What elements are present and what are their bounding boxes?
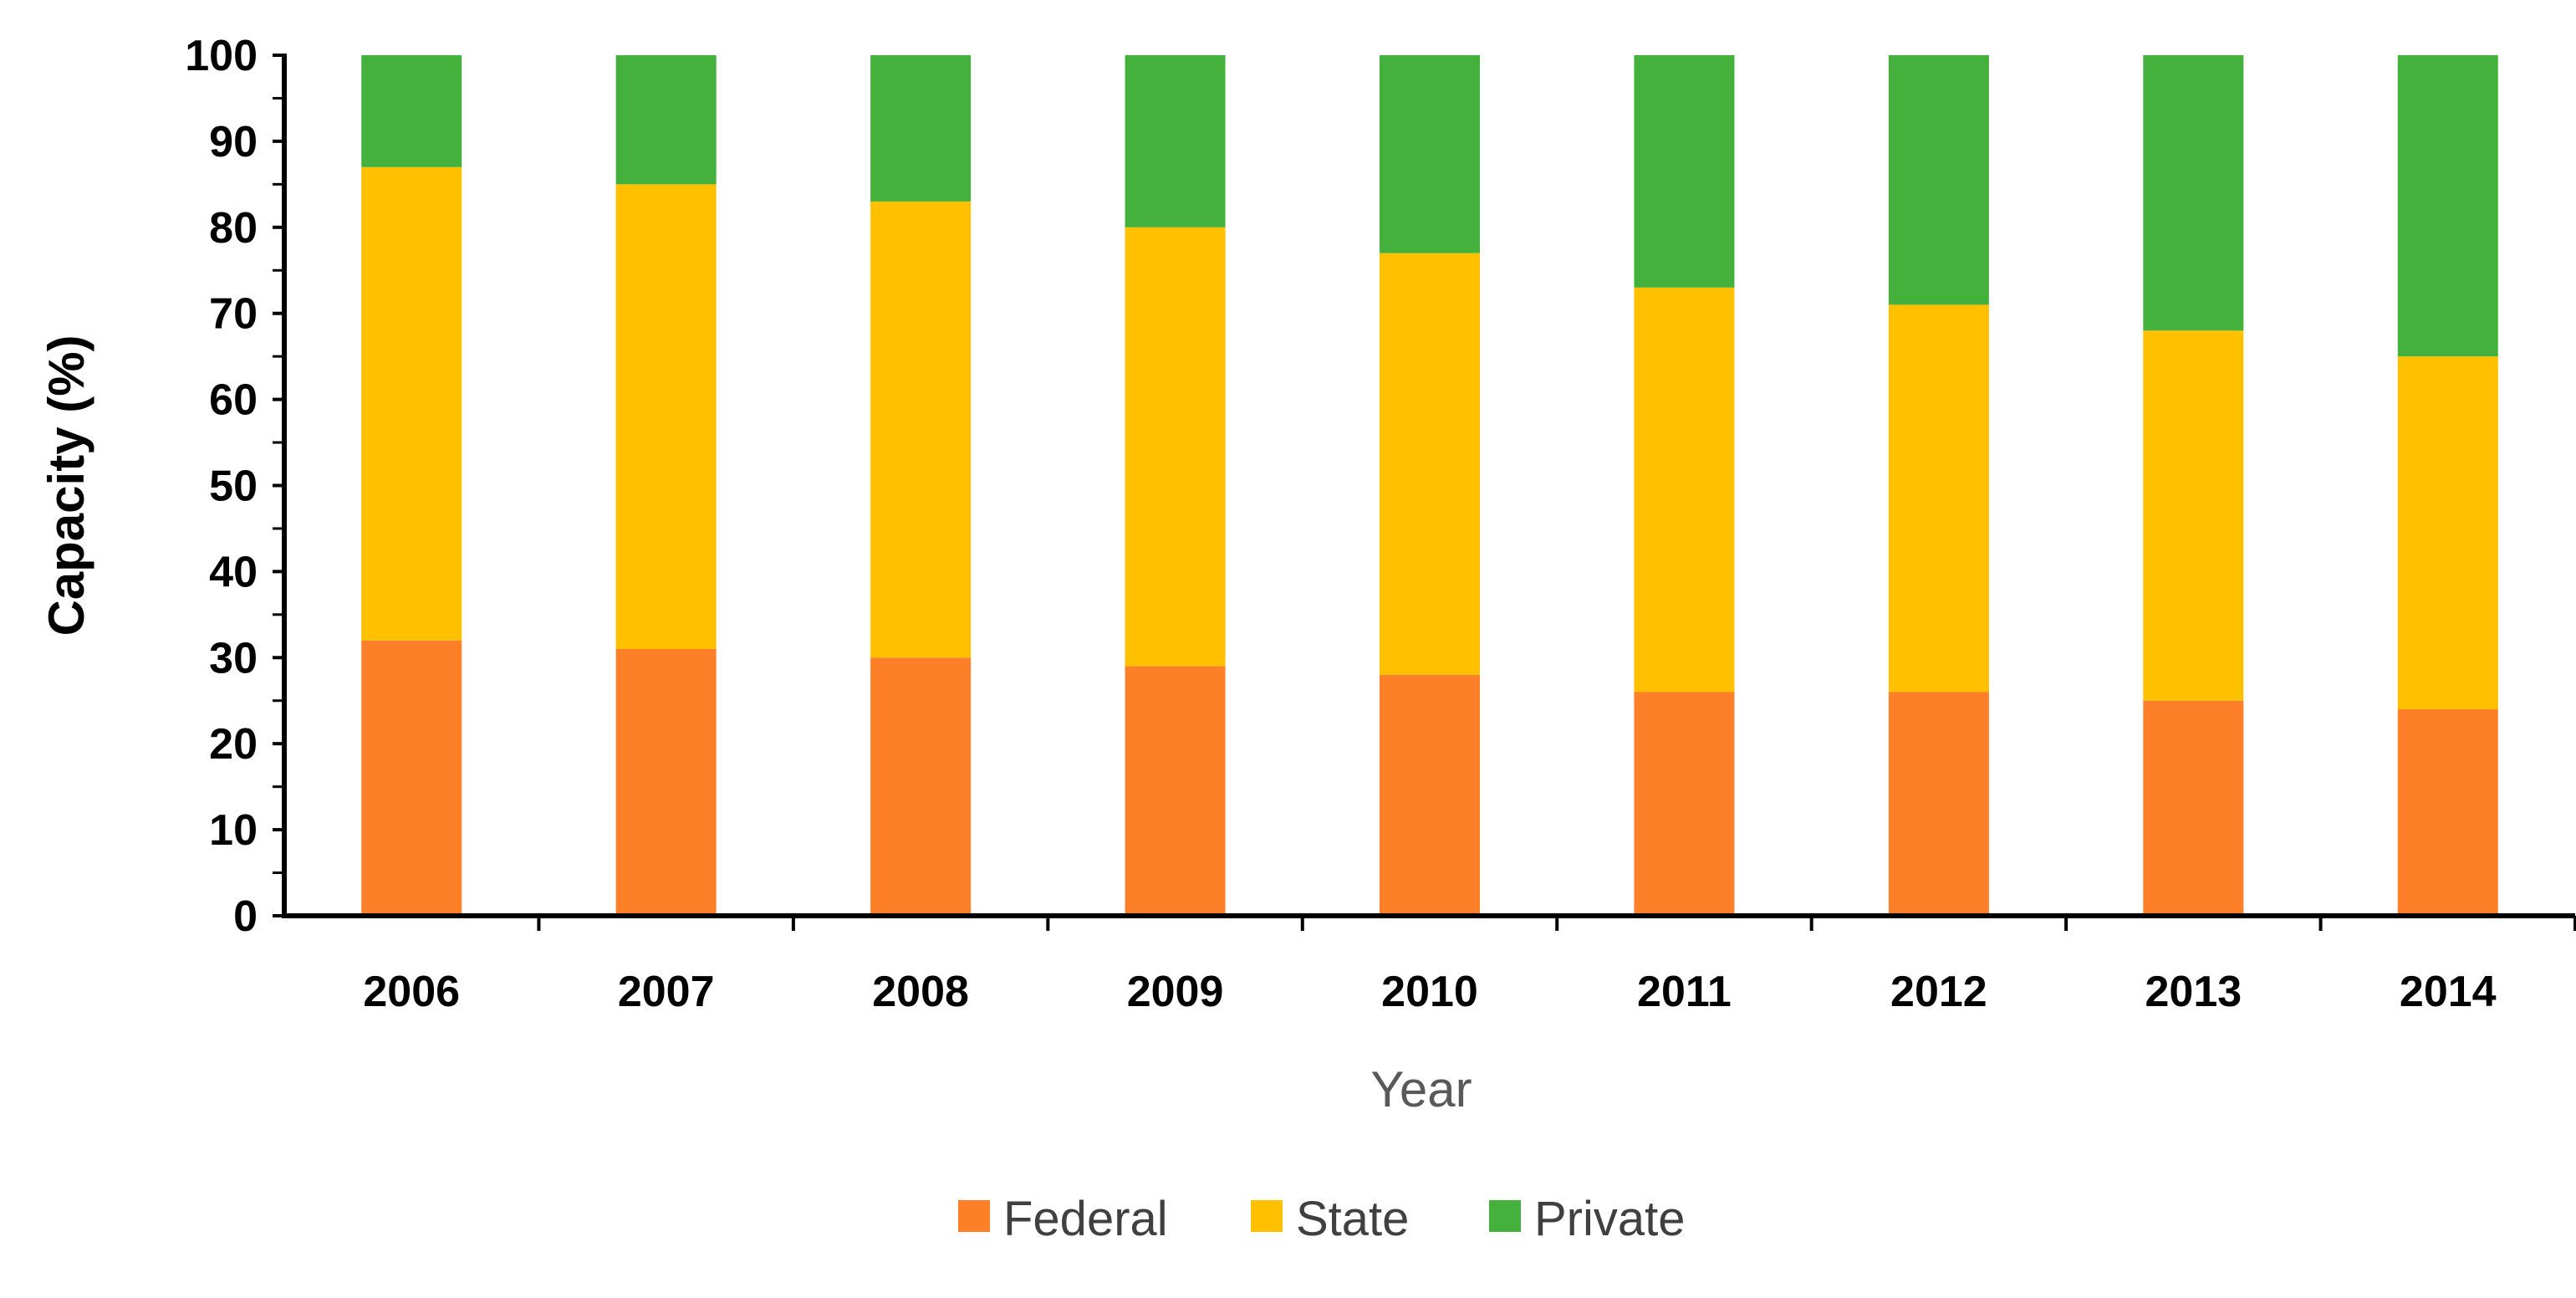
- x-tick-label-2014: 2014: [2400, 968, 2497, 1016]
- y-tick-label-100: 100: [185, 32, 258, 80]
- x-tick-label-2010: 2010: [1381, 968, 1478, 1016]
- legend-swatch-private: [1489, 1200, 1521, 1232]
- bar-federal-2008: [870, 657, 972, 916]
- bar-private-2010: [1380, 55, 1480, 253]
- y-tick-label-50: 50: [209, 462, 258, 511]
- y-tick-label-0: 0: [233, 892, 258, 941]
- bar-state-2007: [615, 184, 717, 650]
- bar-private-2014: [2397, 55, 2498, 357]
- bar-private-2009: [1125, 55, 1226, 227]
- y-tick-label-30: 30: [209, 634, 258, 682]
- bars-layer: [361, 55, 2498, 916]
- bar-private-2012: [1888, 55, 1989, 305]
- bar-private-2007: [615, 55, 717, 185]
- legend-swatch-state: [1251, 1200, 1283, 1232]
- bar-state-2010: [1380, 253, 1480, 675]
- y-tick-label-60: 60: [209, 376, 258, 425]
- bar-private-2013: [2143, 55, 2244, 331]
- y-tick-label-40: 40: [209, 548, 258, 596]
- legend-label-federal: Federal: [1003, 1192, 1168, 1246]
- x-tick-label-2009: 2009: [1127, 968, 1224, 1016]
- bar-state-2009: [1125, 227, 1226, 667]
- x-tick-label-2008: 2008: [872, 968, 969, 1016]
- y-axis-title: Capacity (%): [38, 335, 94, 636]
- bar-private-2008: [870, 55, 972, 202]
- bar-federal-2007: [615, 649, 717, 916]
- bar-state-2006: [361, 166, 462, 641]
- bar-federal-2011: [1634, 692, 1735, 916]
- bar-state-2011: [1634, 287, 1735, 692]
- bar-federal-2012: [1888, 692, 1989, 916]
- legend-label-private: Private: [1534, 1192, 1686, 1246]
- bar-federal-2006: [361, 640, 462, 916]
- bar-federal-2009: [1125, 666, 1226, 916]
- y-tick-label-10: 10: [209, 806, 258, 855]
- legend: Federal State Private: [958, 1192, 1686, 1246]
- bar-federal-2010: [1380, 674, 1480, 916]
- x-tick-label-2006: 2006: [363, 968, 460, 1016]
- bar-state-2012: [1888, 304, 1989, 692]
- y-tick-label-20: 20: [209, 720, 258, 769]
- x-tick-label-2012: 2012: [1890, 968, 1987, 1016]
- x-tick-label-2007: 2007: [618, 968, 715, 1016]
- labels-layer: Capacity (%) Year: [38, 335, 1472, 1117]
- legend-label-state: State: [1296, 1192, 1409, 1246]
- bar-private-2011: [1634, 55, 1735, 288]
- x-axis-title: Year: [1370, 1061, 1472, 1117]
- bar-state-2014: [2397, 356, 2498, 710]
- x-tick-label-2013: 2013: [2145, 968, 2242, 1016]
- y-tick-label-70: 70: [209, 290, 258, 339]
- legend-swatch-federal: [958, 1200, 990, 1232]
- bar-federal-2013: [2143, 700, 2244, 916]
- bar-private-2006: [361, 55, 462, 167]
- axes-layer: 0 10 20 30 40 50 60 70 80 90 100 2006 2007 2008 2009 20…: [185, 32, 2576, 1016]
- y-tick-label-90: 90: [209, 118, 258, 166]
- bar-federal-2014: [2397, 709, 2498, 916]
- bar-state-2013: [2143, 330, 2244, 701]
- bar-state-2008: [870, 201, 972, 658]
- x-tick-label-2011: 2011: [1637, 968, 1732, 1016]
- y-tick-label-80: 80: [209, 204, 258, 253]
